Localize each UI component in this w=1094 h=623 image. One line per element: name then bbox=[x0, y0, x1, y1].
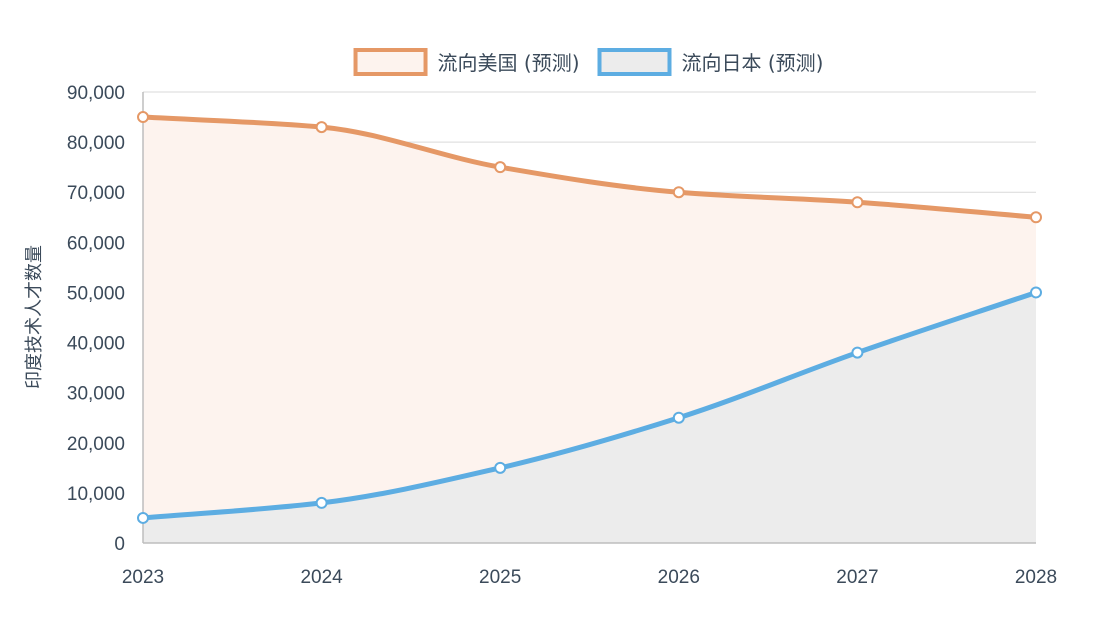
y-tick-label: 10,000 bbox=[67, 484, 125, 505]
legend: 流向美国 (预测) 流向日本 (预测) bbox=[353, 48, 824, 76]
data-point[interactable] bbox=[494, 161, 507, 174]
series-line-1 bbox=[140, 114, 1039, 220]
area-fills bbox=[143, 117, 1036, 544]
legend-item-1[interactable]: 流向美国 (预测) bbox=[353, 48, 580, 76]
legend-item-2[interactable]: 流向日本 (预测) bbox=[597, 48, 824, 76]
data-point[interactable] bbox=[672, 186, 685, 199]
x-tick-label: 2027 bbox=[836, 567, 878, 588]
x-tick-label: 2024 bbox=[300, 567, 343, 588]
data-point[interactable] bbox=[315, 121, 328, 134]
y-tick-label: 70,000 bbox=[67, 183, 125, 204]
x-tick-label: 2026 bbox=[658, 567, 700, 588]
data-point[interactable] bbox=[494, 461, 507, 474]
y-tick-label: 40,000 bbox=[67, 334, 125, 355]
y-tick-label: 90,000 bbox=[67, 83, 125, 104]
y-tick-label: 30,000 bbox=[67, 384, 125, 405]
data-point[interactable] bbox=[315, 496, 328, 509]
series-lines bbox=[140, 114, 1039, 521]
data-point[interactable] bbox=[672, 411, 685, 424]
data-point[interactable] bbox=[851, 196, 864, 209]
y-tick-label: 80,000 bbox=[67, 133, 125, 154]
legend-label: 流向日本 (预测) bbox=[682, 51, 824, 75]
y-tick-labels: 0 10,000 20,000 30,000 40,000 50,000 60,000 70,… bbox=[67, 83, 125, 555]
legend-swatch bbox=[597, 48, 672, 76]
legend-swatch bbox=[353, 48, 428, 76]
data-points bbox=[137, 111, 1042, 524]
x-tick-label: 2023 bbox=[122, 567, 164, 588]
y-tick-label: 50,000 bbox=[67, 283, 125, 304]
data-point[interactable] bbox=[851, 346, 864, 359]
x-tick-label: 2025 bbox=[479, 567, 521, 588]
axes bbox=[142, 92, 1036, 544]
data-point[interactable] bbox=[137, 511, 149, 524]
series-line-2 bbox=[140, 289, 1039, 521]
y-tick-label: 0 bbox=[114, 534, 125, 555]
y-tick-label: 60,000 bbox=[67, 233, 125, 254]
y-tick-label: 20,000 bbox=[67, 434, 125, 455]
data-point[interactable] bbox=[1030, 286, 1042, 299]
legend-label: 流向美国 (预测) bbox=[438, 51, 580, 75]
x-tick-labels: 2023 2024 2025 2026 2027 2028 bbox=[122, 567, 1057, 588]
data-point[interactable] bbox=[137, 111, 149, 124]
data-point[interactable] bbox=[1030, 211, 1042, 224]
y-axis-title: 印度技术人才数量 bbox=[24, 245, 45, 389]
x-tick-label: 2028 bbox=[1015, 567, 1057, 588]
area-fill-series-2 bbox=[143, 292, 1036, 543]
